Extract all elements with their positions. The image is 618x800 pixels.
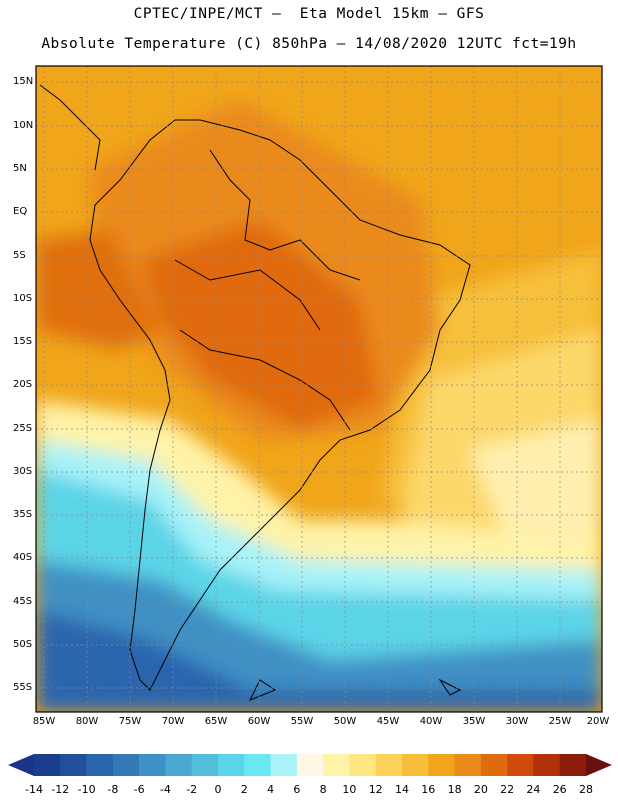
lon-label-45w: 45W bbox=[376, 716, 400, 727]
colorbar-cell bbox=[165, 754, 193, 776]
colorbar-tick-label: 14 bbox=[395, 783, 409, 796]
lat-label-50s: 50S bbox=[13, 639, 33, 650]
colorbar-max-arrow bbox=[586, 754, 612, 776]
lon-label-30w: 30W bbox=[505, 716, 529, 727]
colorbar-tick-label: 20 bbox=[473, 783, 488, 796]
lon-label-40w: 40W bbox=[419, 716, 443, 727]
colorbar-tick-label: 12 bbox=[368, 783, 383, 796]
colorbar-tick-label: 22 bbox=[500, 783, 515, 796]
colorbar-cell bbox=[270, 754, 298, 776]
colorbar-cell bbox=[296, 754, 324, 776]
colorbar-tick-label: -2 bbox=[186, 783, 198, 796]
colorbar bbox=[8, 754, 612, 776]
colorbar-cell bbox=[428, 754, 455, 776]
colorbar-tick-label: -14 bbox=[25, 783, 43, 796]
map-frame bbox=[35, 65, 603, 713]
temperature-map bbox=[35, 65, 603, 713]
colorbar-cell bbox=[244, 754, 271, 776]
colorbar-cell bbox=[507, 754, 534, 776]
colorbar-cell bbox=[559, 754, 587, 776]
colorbar-tick-label: -4 bbox=[159, 783, 171, 796]
lat-label-35s: 35S bbox=[13, 509, 33, 520]
colorbar-cell bbox=[533, 754, 561, 776]
lat-label-5s: 5S bbox=[13, 250, 26, 261]
colorbar-tick-label: 16 bbox=[421, 783, 436, 796]
lat-label-5n: 5N bbox=[13, 163, 27, 174]
lat-label-40s: 40S bbox=[13, 552, 33, 563]
colorbar-tick-label: 2 bbox=[240, 783, 248, 796]
lon-label-85w: 85W bbox=[32, 716, 56, 727]
colorbar-cell bbox=[349, 754, 377, 776]
lon-label-50w: 50W bbox=[333, 716, 357, 727]
colorbar-cell bbox=[323, 754, 350, 776]
colorbar-tick-label: 10 bbox=[342, 783, 357, 796]
colorbar-tick-label: 4 bbox=[267, 783, 275, 796]
colorbar-cell bbox=[191, 754, 219, 776]
lon-label-70w: 70W bbox=[161, 716, 185, 727]
colorbar-cell bbox=[139, 754, 166, 776]
colorbar-tick-label: 28 bbox=[579, 783, 593, 796]
colorbar-min-arrow bbox=[8, 754, 34, 776]
lat-label-10s: 10S bbox=[13, 293, 33, 304]
map-subtitle: Absolute Temperature (C) 850hPa — 14/08/… bbox=[41, 36, 577, 52]
lon-label-75w: 75W bbox=[118, 716, 142, 727]
colorbar-cell bbox=[375, 754, 403, 776]
lon-label-60w: 60W bbox=[247, 716, 271, 727]
colorbar-cell bbox=[34, 754, 61, 776]
lat-label-15n: 15N bbox=[13, 76, 34, 87]
lon-label-20w: 20W bbox=[586, 716, 610, 727]
colorbar-tick-label: 24 bbox=[526, 783, 541, 796]
lon-label-80w: 80W bbox=[75, 716, 99, 727]
colorbar-cell bbox=[480, 754, 508, 776]
colorbar-cell bbox=[402, 754, 429, 776]
lat-label-55s: 55S bbox=[13, 682, 33, 693]
coastline bbox=[39, 84, 471, 701]
lat-label-45s: 45S bbox=[13, 596, 33, 607]
colorbar-tick-label: 6 bbox=[293, 783, 301, 796]
colorbar-cell bbox=[218, 754, 245, 776]
lat-label-25s: 25S bbox=[13, 423, 33, 434]
colorbar-tick-label: -6 bbox=[133, 783, 145, 796]
lon-label-35w: 35W bbox=[462, 716, 486, 727]
colorbar-tick-label: -8 bbox=[107, 783, 119, 796]
map-title: CPTEC/INPE/MCT — Eta Model 15km — GFS bbox=[133, 6, 485, 22]
lon-label-55w: 55W bbox=[290, 716, 314, 727]
lat-label-20s: 20S bbox=[13, 379, 33, 390]
lat-label-10n: 10N bbox=[13, 120, 34, 131]
lat-label-eq: EQ bbox=[13, 206, 28, 217]
lon-label-25w: 25W bbox=[548, 716, 572, 727]
colorbar-tick-label: 0 bbox=[214, 783, 222, 796]
colorbar-tick-label: 26 bbox=[552, 783, 567, 796]
colorbar-tick-label: 18 bbox=[447, 783, 462, 796]
colorbar-tick-label: 8 bbox=[319, 783, 327, 796]
colorbar-cell bbox=[454, 754, 482, 776]
lon-label-65w: 65W bbox=[204, 716, 228, 727]
graticule bbox=[36, 66, 602, 712]
lat-label-30s: 30S bbox=[13, 466, 33, 477]
colorbar-tick-label: -10 bbox=[77, 783, 96, 796]
colorbar-cell bbox=[86, 754, 114, 776]
colorbar-tick-label: -12 bbox=[51, 783, 70, 796]
colorbar-cell bbox=[112, 754, 140, 776]
lat-label-15s: 15S bbox=[13, 336, 33, 347]
colorbar-cell bbox=[60, 754, 87, 776]
